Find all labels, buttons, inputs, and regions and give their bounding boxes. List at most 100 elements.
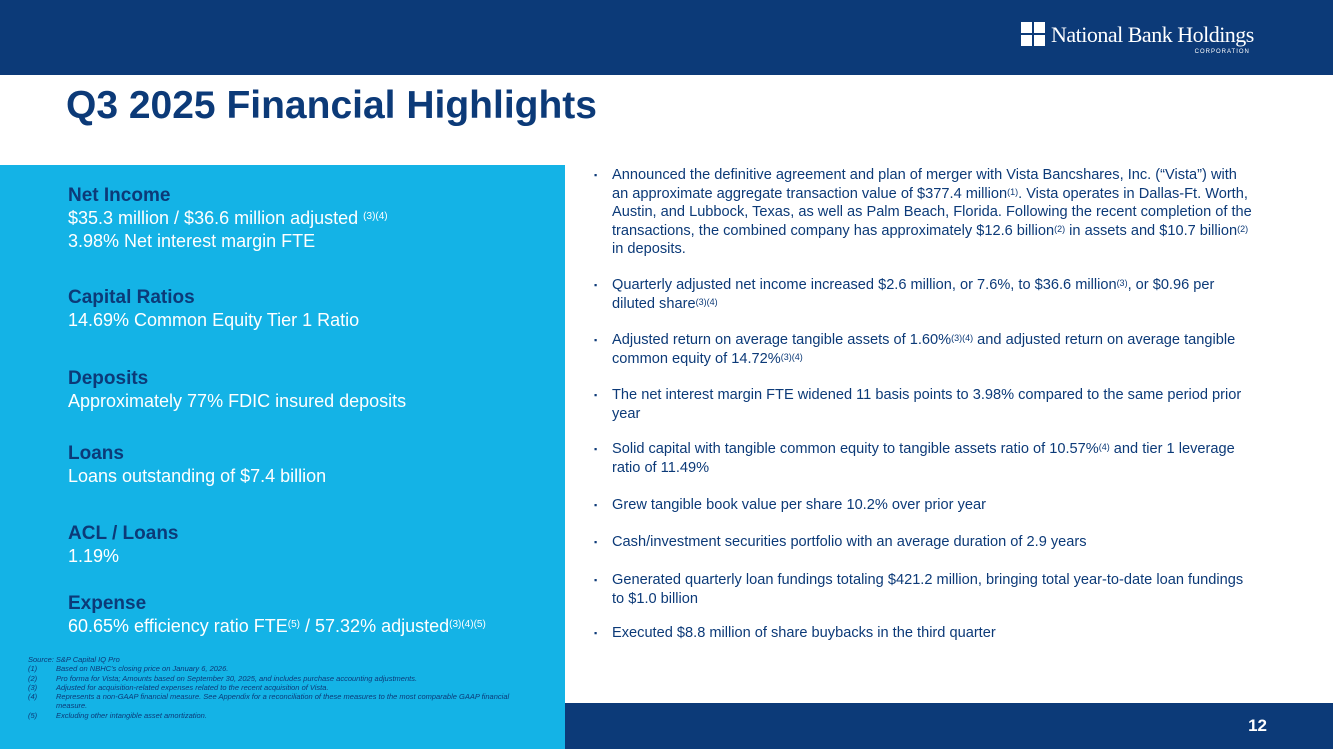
bullet-icon: ▪ — [594, 628, 598, 638]
text-segment: 14.69% Common Equity Tier 1 Ratio — [68, 310, 360, 330]
superscript-ref: (5) — [287, 619, 301, 630]
bullet-text: Quarterly adjusted net income increased … — [612, 276, 1254, 313]
metric-value: 1.19% — [68, 545, 179, 568]
text-segment: and adjusted return on average tangible … — [612, 332, 1236, 367]
footnote-number: (5) — [28, 710, 38, 720]
metric-heading: Expense — [68, 593, 147, 614]
text-segment: 60.65% efficiency ratio FTE — [68, 616, 288, 636]
text-segment: $35.3 million / $36.6 million adjusted — [68, 208, 364, 228]
footnote-number: (4) — [28, 692, 38, 702]
superscript-ref: (3)(4) — [780, 351, 803, 362]
bullet-text: Solid capital with tangible common equit… — [612, 440, 1254, 477]
metric-value: 60.65% efficiency ratio FTE(5) / 57.32% … — [68, 615, 486, 638]
metric-heading: Deposits — [68, 368, 149, 389]
superscript-ref: (2) — [1054, 223, 1066, 234]
metric-section: Expense 60.65% efficiency ratio FTE(5) / … — [68, 592, 486, 638]
footnote: (2) Pro forma for Vista; Amounts based on… — [28, 674, 536, 683]
metric-value: $35.3 million / $36.6 million adjusted (… — [68, 207, 388, 230]
superscript-ref: (3)(4) — [695, 296, 718, 307]
metric-section: ACL / Loans 1.19% — [68, 522, 179, 568]
superscript-ref: (3) — [1116, 278, 1128, 288]
highlight-bullet: ▪ Cash/investment securities portfolio wi… — [594, 533, 1254, 552]
bullet-icon: ▪ — [594, 575, 598, 585]
bullet-icon: ▪ — [594, 280, 598, 290]
highlight-bullet: ▪ Quarterly adjusted net income increased… — [594, 276, 1254, 313]
bullet-icon: ▪ — [594, 170, 598, 180]
bullet-icon: ▪ — [594, 335, 598, 345]
text-segment: Cash/investment securities portfolio wit… — [612, 534, 1087, 550]
footnote-text: Pro forma for Vista; Amounts based on Se… — [56, 673, 418, 683]
metric-heading: Loans — [68, 443, 124, 464]
page-number: 12 — [1248, 716, 1267, 735]
text-segment: Announced the definitive agreement and p… — [612, 167, 1237, 202]
highlights-panel — [0, 165, 565, 749]
footnote: (3) Adjusted for acquisition-related expe… — [28, 683, 536, 692]
bullet-icon: ▪ — [594, 444, 598, 454]
highlight-bullet: ▪ The net interest margin FTE widened 11 … — [594, 386, 1254, 423]
highlight-bullet: ▪ Generated quarterly loan fundings total… — [594, 571, 1254, 608]
metric-heading: Net Income — [68, 185, 171, 206]
text-segment: Solid capital with tangible common equit… — [612, 441, 1099, 457]
highlight-bullet: ▪ Executed $8.8 million of share buybacks… — [594, 624, 1254, 643]
footnote-text: Represents a non-GAAP financial measure.… — [56, 692, 510, 711]
logo-squares-icon — [1021, 22, 1045, 46]
metric-section: Deposits Approximately 77% FDIC insured d… — [68, 367, 406, 413]
text-segment: in assets and $10.7 billion — [1065, 222, 1238, 239]
footnote-text: Excluding other intangible asset amortiz… — [56, 710, 207, 720]
highlight-bullet: ▪ Grew tangible book value per share 10.2… — [594, 496, 1254, 515]
metric-section: Loans Loans outstanding of $7.4 billion — [68, 442, 326, 488]
footnote-number: (1) — [28, 664, 38, 674]
footnote-number: (3) — [28, 682, 38, 692]
company-logo: National Bank Holdings CORPORATION — [1021, 22, 1254, 55]
text-segment: Loans outstanding of $7.4 billion — [68, 466, 327, 486]
footnotes: Source: S&P Capital IQ Pro (1) Based on N… — [28, 655, 536, 720]
bullet-icon: ▪ — [594, 500, 598, 510]
text-segment: Adjusted return on average tangible asse… — [612, 332, 952, 348]
text-segment: and tier 1 leverage ratio of 11.49% — [612, 441, 1235, 476]
superscript-ref: (3)(4)(5) — [449, 619, 486, 630]
text-segment: Executed $8.8 million of share buybacks … — [612, 625, 996, 641]
highlight-bullet: ▪ Solid capital with tangible common equi… — [594, 440, 1254, 477]
superscript-ref: (1) — [1007, 186, 1019, 197]
text-segment: / 57.32% adjusted — [300, 616, 450, 636]
footnote-text: Based on NBHC's closing price on January… — [56, 664, 229, 674]
superscript-ref: (3)(4) — [363, 211, 388, 222]
superscript-ref: (3)(4) — [951, 333, 974, 343]
metric-heading: Capital Ratios — [68, 287, 195, 308]
bullet-text: Executed $8.8 million of share buybacks … — [612, 624, 996, 643]
metric-value: Loans outstanding of $7.4 billion — [68, 465, 326, 488]
metric-section: Capital Ratios 14.69% Common Equity Tier … — [68, 286, 359, 332]
metric-value: 14.69% Common Equity Tier 1 Ratio — [68, 309, 359, 332]
text-segment: 1.19% — [68, 546, 120, 566]
text-segment: 3.98% Net interest margin FTE — [68, 231, 316, 251]
metric-value: Approximately 77% FDIC insured deposits — [68, 390, 406, 413]
footnote: (5) Excluding other intangible asset amor… — [28, 711, 536, 720]
text-segment: , or $0.96 per diluted share — [612, 277, 1215, 312]
bullet-text: Grew tangible book value per share 10.2%… — [612, 496, 986, 515]
text-segment: Grew tangible book value per share 10.2%… — [612, 497, 986, 513]
bullet-icon: ▪ — [594, 390, 598, 400]
text-segment: Approximately 77% FDIC insured deposits — [68, 391, 407, 411]
footnote-text: Adjusted for acquisition-related expense… — [56, 682, 329, 692]
logo-text: National Bank Holdings — [1051, 22, 1254, 47]
bullet-text: Announced the definitive agreement and p… — [612, 166, 1254, 259]
footer-bar: 12 — [565, 703, 1333, 749]
footnote-number: (2) — [28, 673, 38, 683]
page-title: Q3 2025 Financial Highlights — [66, 84, 597, 127]
bullet-text: Generated quarterly loan fundings totali… — [612, 571, 1254, 608]
metric-value: 3.98% Net interest margin FTE — [68, 230, 388, 253]
metric-section: Net Income $35.3 million / $36.6 million … — [68, 184, 388, 253]
highlight-bullet: ▪ Announced the definitive agreement and … — [594, 166, 1254, 259]
text-segment: Generated quarterly loan fundings totali… — [612, 572, 1244, 607]
bullet-text: Adjusted return on average tangible asse… — [612, 331, 1254, 368]
bullet-text: The net interest margin FTE widened 11 b… — [612, 386, 1254, 423]
bullet-text: Cash/investment securities portfolio wit… — [612, 533, 1087, 552]
text-segment: The net interest margin FTE widened 11 b… — [612, 387, 1242, 422]
footnote: (4) Represents a non-GAAP financial measu… — [28, 692, 536, 711]
metric-heading: ACL / Loans — [68, 523, 179, 544]
highlight-bullet: ▪ Adjusted return on average tangible ass… — [594, 331, 1254, 368]
superscript-ref: (2) — [1237, 223, 1249, 234]
footnote: (1) Based on NBHC's closing price on Janu… — [28, 664, 536, 673]
text-segment: . Vista operates in Dallas-Ft. Worth, Au… — [612, 185, 1252, 239]
logo-subtext: CORPORATION — [1194, 49, 1250, 55]
